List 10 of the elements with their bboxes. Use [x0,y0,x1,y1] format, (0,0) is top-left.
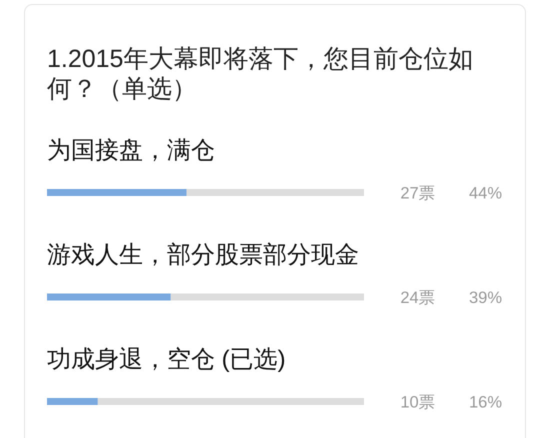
annotation: 24票 [400,289,436,307]
title: 1.2015年大幕即将落下，您目前仓位如何？（单选） [47,45,474,103]
value-label: 39% [468,289,502,307]
annotation: 10票 [400,394,436,412]
annotation: 27票 [400,184,436,202]
value-label: 44% [468,184,502,202]
category-label: 功成身退，空仓 (已选) [47,346,286,373]
category-label: 为国接盘，满仓 [47,137,215,164]
value-label: 16% [468,394,502,412]
category-label: 游戏人生，部分股票部分现金 [47,242,359,268]
